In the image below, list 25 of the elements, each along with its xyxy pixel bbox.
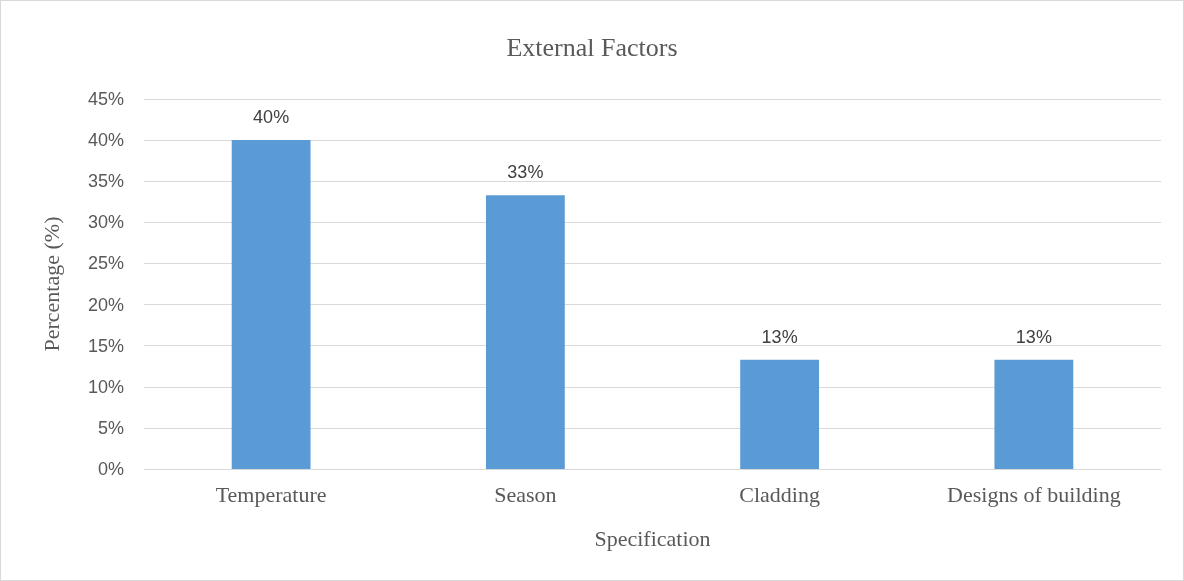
x-tick-label: Cladding (739, 481, 820, 507)
y-tick-label: 40% (87, 130, 124, 151)
bar (231, 140, 311, 469)
y-axis-title: Percentage (%) (38, 216, 64, 352)
y-tick-label: 45% (87, 89, 124, 109)
x-axis-title: Specification (594, 525, 711, 551)
y-tick-label: 20% (87, 294, 124, 315)
data-label: 33% (507, 162, 544, 183)
y-tick-label: 35% (87, 171, 124, 192)
data-label: 40% (253, 107, 290, 128)
bar (740, 359, 820, 469)
y-tick-label: 30% (87, 212, 124, 233)
y-tick-label: 0% (97, 459, 124, 479)
bar (485, 195, 565, 469)
data-label: 13% (1015, 326, 1052, 347)
y-tick-label: 15% (87, 335, 124, 356)
x-tick-label: Temperature (215, 481, 327, 507)
x-tick-label: Designs of building (947, 481, 1121, 507)
data-label: 13% (761, 326, 798, 347)
bar (994, 359, 1074, 469)
chart-title: External Factors (506, 32, 678, 62)
y-tick-label: 10% (87, 376, 124, 397)
y-tick-label: 25% (87, 253, 124, 274)
x-tick-label: Season (494, 481, 557, 507)
y-tick-label: 5% (97, 417, 124, 438)
